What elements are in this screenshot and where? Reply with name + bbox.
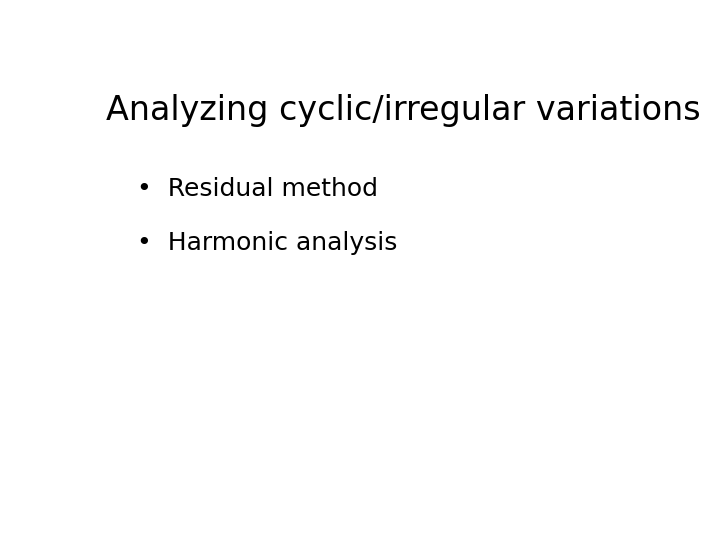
Text: •  Harmonic analysis: • Harmonic analysis xyxy=(138,231,398,255)
Text: Analyzing cyclic/irregular variations: Analyzing cyclic/irregular variations xyxy=(106,94,701,127)
Text: •  Residual method: • Residual method xyxy=(138,177,379,201)
